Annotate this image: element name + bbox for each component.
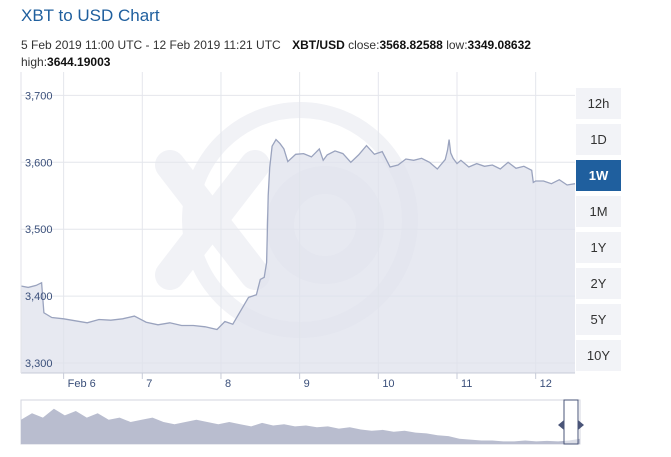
x-axis-labels: Feb 6 7 8 9 10 11 12 [63, 373, 552, 390]
x-tick-label: Feb 6 [68, 378, 96, 390]
price-area-fill [21, 139, 575, 373]
close-value: 3568.82588 [379, 38, 443, 52]
range-button-5y[interactable]: 5Y [576, 304, 621, 335]
x-tick-label: 8 [225, 378, 231, 390]
x-tick-label: 7 [146, 378, 152, 390]
range-button-1m[interactable]: 1M [576, 196, 621, 227]
range-button-1y[interactable]: 1Y [576, 232, 621, 263]
low-label: low: [446, 38, 468, 52]
close-label: close: [348, 38, 380, 52]
y-tick-label: 3,600 [25, 157, 53, 169]
navigator-area [21, 408, 580, 444]
navigator-handle-right-icon[interactable] [578, 420, 584, 430]
range-button-10y[interactable]: 10Y [576, 340, 621, 371]
x-tick-label: 10 [382, 378, 394, 390]
range-button-1w[interactable]: 1W [576, 160, 621, 191]
price-info: 5 Feb 2019 11:00 UTC - 12 Feb 2019 11:21… [21, 37, 591, 71]
range-button-1d[interactable]: 1D [576, 124, 621, 155]
range-button-12h[interactable]: 12h [576, 88, 621, 119]
date-range: 5 Feb 2019 11:00 UTC - 12 Feb 2019 11:21… [21, 38, 281, 52]
y-tick-label: 3,500 [25, 224, 53, 236]
price-area [20, 138, 576, 373]
y-tick-label: 3,700 [25, 90, 53, 102]
x-tick-label: 12 [540, 378, 552, 390]
y-tick-label: 3,400 [25, 291, 53, 303]
navigator-handle-left-icon[interactable] [558, 420, 564, 430]
high-value: 3644.19003 [47, 55, 111, 69]
plot-frame [20, 72, 575, 374]
low-value: 3349.08632 [467, 38, 531, 52]
x-tick-label: 11 [461, 378, 472, 390]
currency-pair: XBT/USD [292, 38, 345, 52]
price-line [20, 138, 576, 331]
y-tick-label: 3,300 [25, 358, 53, 370]
x-tick-label: 9 [304, 378, 310, 390]
page-title: XBT to USD Chart [21, 6, 160, 25]
navigator-window [563, 399, 579, 445]
navigator[interactable] [20, 399, 584, 445]
y-axis-labels: 3,300 3,400 3,500 3,600 3,700 [25, 90, 53, 370]
high-label: high: [21, 55, 48, 69]
range-button-2y[interactable]: 2Y [576, 268, 621, 299]
